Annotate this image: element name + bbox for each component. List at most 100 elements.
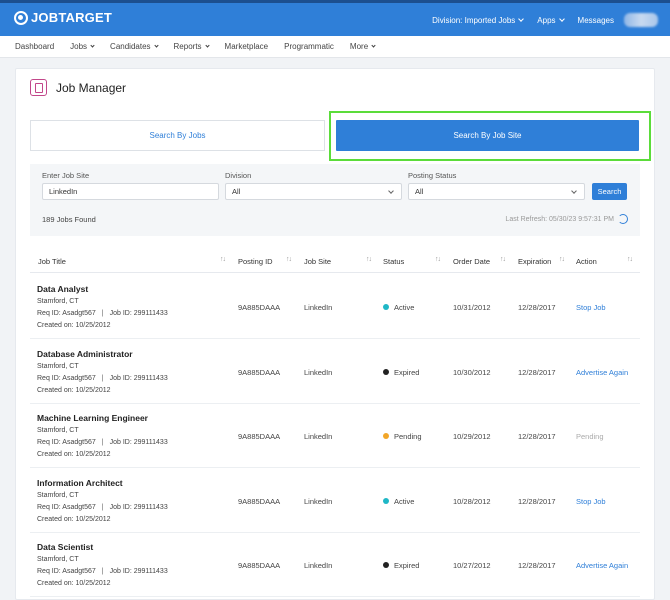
nav-programmatic[interactable]: Programmatic bbox=[284, 42, 334, 51]
job-site: LinkedIn bbox=[304, 303, 333, 312]
top-right-menu: Division: Imported Jobs Apps Messages bbox=[418, 13, 658, 27]
logo[interactable]: JOBTARGET bbox=[14, 10, 112, 25]
separator: | bbox=[101, 439, 104, 446]
sort-icon[interactable]: ↑↓ bbox=[286, 256, 292, 263]
table-row[interactable]: Data Scientist Stamford, CT Req ID: Asadgt… bbox=[30, 532, 640, 597]
created-date: Created on: 10/25/2012 bbox=[37, 580, 111, 587]
posting-status-select[interactable]: All bbox=[408, 183, 585, 200]
job-id: Job ID: 299111433 bbox=[109, 310, 168, 317]
job-site-label: Enter Job Site bbox=[42, 171, 90, 180]
sort-icon[interactable]: ↑↓ bbox=[559, 256, 565, 263]
order-date: 10/27/2012 bbox=[453, 561, 491, 570]
col-posting-id[interactable]: Posting ID bbox=[238, 257, 273, 266]
job-title[interactable]: Database Administrator bbox=[37, 348, 133, 359]
status-dot-icon bbox=[383, 497, 389, 504]
row-action-link[interactable]: Advertise Again bbox=[576, 367, 629, 377]
nav-candidates[interactable]: Candidates bbox=[110, 42, 159, 51]
sort-icon[interactable]: ↑↓ bbox=[220, 256, 226, 263]
table-row[interactable]: Machine Learning Engineer Stamford, CT Req… bbox=[30, 403, 640, 468]
posting-id: 9A885DAAA bbox=[238, 303, 281, 312]
nav-jobs[interactable]: Jobs bbox=[70, 42, 95, 51]
status-label: Expired bbox=[394, 367, 420, 377]
expiration-date: 12/28/2017 bbox=[518, 367, 556, 377]
col-job-site[interactable]: Job Site bbox=[304, 257, 332, 266]
job-ids: Req ID: Asadgt567 | Job ID: 299111433 bbox=[37, 375, 168, 382]
jobs-found-count: 189 Jobs Found bbox=[42, 215, 96, 224]
highlight-outline bbox=[329, 111, 651, 161]
col-expiration[interactable]: Expiration bbox=[518, 257, 552, 266]
nav-more[interactable]: More bbox=[350, 42, 376, 51]
refresh-icon[interactable] bbox=[618, 214, 628, 224]
avatar[interactable] bbox=[624, 13, 658, 27]
status-badge: Active bbox=[383, 497, 414, 506]
job-id: Job ID: 299111433 bbox=[109, 503, 168, 511]
status-label: Pending bbox=[394, 432, 422, 441]
sort-icon[interactable]: ↑↓ bbox=[435, 256, 441, 263]
job-location: Stamford, CT bbox=[37, 362, 79, 370]
chevron-down-icon bbox=[153, 43, 159, 48]
req-id: Req ID: Asadgt567 bbox=[37, 374, 96, 382]
row-action-link[interactable]: Advertise Again bbox=[576, 561, 629, 570]
req-id: Req ID: Asadgt567 bbox=[37, 439, 96, 446]
search-button[interactable]: Search bbox=[592, 183, 627, 200]
job-manager-card: Job Manager Search By Jobs Search By Job… bbox=[15, 68, 655, 600]
job-location: Stamford, CT bbox=[37, 491, 79, 499]
job-ids: Req ID: Asadgt567 | Job ID: 299111433 bbox=[37, 568, 168, 575]
messages-link[interactable]: Messages bbox=[578, 16, 614, 25]
req-id: Req ID: Asadgt567 bbox=[37, 503, 96, 511]
job-location: Stamford, CT bbox=[37, 427, 79, 434]
chevron-down-icon bbox=[371, 43, 376, 48]
row-action-link[interactable]: Stop Job bbox=[576, 303, 606, 312]
apps-label: Apps bbox=[537, 15, 556, 25]
top-bar: JOBTARGET Division: Imported Jobs Apps M… bbox=[0, 0, 670, 36]
table-row[interactable]: Data Analyst Stamford, CT Req ID: Asadgt56… bbox=[30, 274, 640, 339]
col-order-date[interactable]: Order Date bbox=[453, 257, 491, 266]
job-title[interactable]: Machine Learning Engineer bbox=[37, 413, 148, 423]
tab-search-by-jobs[interactable]: Search By Jobs bbox=[30, 120, 325, 151]
order-date: 10/31/2012 bbox=[453, 303, 491, 312]
sort-icon[interactable]: ↑↓ bbox=[366, 256, 372, 263]
division-filter-label: Division bbox=[225, 171, 252, 180]
col-job-title[interactable]: Job Title bbox=[38, 257, 66, 266]
division-select[interactable]: All bbox=[225, 183, 402, 200]
order-date: 10/29/2012 bbox=[453, 432, 491, 441]
tab-search-by-job-site[interactable]: Search By Job Site bbox=[336, 120, 639, 151]
chevron-down-icon bbox=[571, 188, 577, 194]
job-site-input[interactable]: LinkedIn bbox=[42, 183, 219, 200]
job-location: Stamford, CT bbox=[37, 298, 79, 305]
division-select-value: All bbox=[232, 187, 241, 196]
search-tabs: Search By Jobs Search By Job Site bbox=[30, 111, 651, 161]
nav-dashboard[interactable]: Dashboard bbox=[15, 42, 54, 51]
table-row[interactable]: Information Architect Stamford, CT Req ID:… bbox=[30, 468, 640, 533]
job-title[interactable]: Information Architect bbox=[37, 477, 123, 488]
posting-id: 9A885DAAA bbox=[238, 561, 281, 570]
filter-panel: Enter Job Site LinkedIn Division All Pos… bbox=[30, 164, 640, 236]
expiration-date: 12/28/2017 bbox=[518, 496, 556, 506]
sort-icon[interactable]: ↑↓ bbox=[627, 256, 633, 263]
division-dropdown[interactable]: Division: Imported Jobs bbox=[432, 16, 525, 25]
order-date: 10/28/2012 bbox=[453, 496, 491, 506]
job-title[interactable]: Data Analyst bbox=[37, 284, 89, 294]
sort-icon[interactable]: ↑↓ bbox=[500, 256, 506, 263]
top-edge bbox=[0, 0, 670, 3]
table-row[interactable]: Database Administrator Stamford, CT Req ID… bbox=[30, 339, 640, 404]
nav-marketplace[interactable]: Marketplace bbox=[225, 42, 269, 51]
nav-reports[interactable]: Reports bbox=[174, 42, 210, 51]
chevron-down-icon bbox=[90, 43, 95, 48]
apps-dropdown[interactable]: Apps bbox=[537, 15, 565, 25]
col-status[interactable]: Status bbox=[383, 257, 405, 266]
separator: | bbox=[101, 568, 104, 575]
job-title[interactable]: Data Scientist bbox=[37, 542, 94, 552]
posting-id: 9A885DAAA bbox=[238, 367, 281, 377]
status-badge: Expired bbox=[383, 368, 419, 377]
last-refresh-text: Last Refresh: 05/30/23 9:57:31 PM bbox=[505, 215, 614, 223]
row-action-link: Pending bbox=[576, 432, 604, 441]
status-badge: Pending bbox=[383, 432, 422, 441]
nav-label: Dashboard bbox=[15, 42, 55, 51]
posting-status-value: All bbox=[415, 187, 424, 196]
status-badge: Active bbox=[383, 303, 414, 312]
created-date: Created on: 10/25/2012 bbox=[37, 451, 111, 458]
chevron-down-icon bbox=[388, 188, 394, 194]
nav-label: Programmatic bbox=[284, 42, 334, 51]
row-action-link[interactable]: Stop Job bbox=[576, 496, 606, 506]
